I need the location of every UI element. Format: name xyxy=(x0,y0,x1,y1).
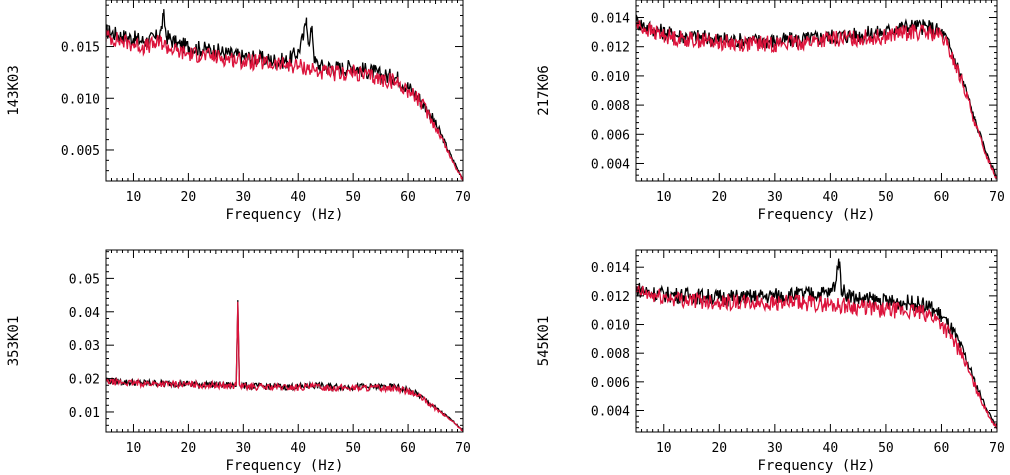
x-axis-label: Frequency (Hz) xyxy=(757,458,875,474)
y-tick-label: 0.004 xyxy=(591,157,630,172)
y-tick-label: 0.010 xyxy=(61,92,100,107)
x-tick-label: 70 xyxy=(455,190,471,205)
plot-frame xyxy=(105,249,464,433)
x-tick-label: 10 xyxy=(126,441,142,456)
y-axis-label: 545K01 xyxy=(536,316,552,367)
panel-143k03: 10 20 30 40 50 60 70 0.005 0.010 0.015 Frequency (… xyxy=(6,0,471,223)
y-tick-label: 0.004 xyxy=(591,405,630,420)
y-tick-label: 0.006 xyxy=(591,128,630,143)
y-tick-label: 0.01 xyxy=(69,406,100,421)
x-tick-label: 50 xyxy=(878,190,894,205)
series-line-red xyxy=(636,285,997,430)
series-line-red xyxy=(106,301,463,432)
x-tick-label: 10 xyxy=(656,190,672,205)
panel-217k06: 10 20 30 40 50 60 70 0.004 0.006 0.008 0.010 0.012 0… xyxy=(536,0,1005,223)
y-tick-label: 0.012 xyxy=(591,290,630,305)
x-tick-label: 30 xyxy=(235,441,251,456)
x-tick-label: 40 xyxy=(823,190,839,205)
x-tick-label: 40 xyxy=(823,441,839,456)
x-tick-label: 20 xyxy=(711,441,727,456)
y-tick-label: 0.008 xyxy=(591,347,630,362)
y-tick-label: 0.010 xyxy=(591,70,630,85)
plot-frame xyxy=(105,0,464,182)
series-line-red xyxy=(636,20,997,180)
y-axis-label: 353K01 xyxy=(6,316,22,367)
y-tick-label: 0.014 xyxy=(591,12,630,27)
y-tick-label: 0.012 xyxy=(591,41,630,56)
x-tick-label: 20 xyxy=(181,441,197,456)
x-axis-label: Frequency (Hz) xyxy=(225,458,343,474)
x-tick-label: 70 xyxy=(989,190,1005,205)
y-tick-label: 0.04 xyxy=(69,306,100,321)
x-tick-label: 50 xyxy=(345,190,361,205)
y-tick-label: 0.05 xyxy=(69,272,100,287)
y-tick-label: 0.005 xyxy=(61,144,100,159)
x-tick-label: 60 xyxy=(400,190,416,205)
y-axis-label: 217K06 xyxy=(536,65,552,116)
y-tick-label: 0.006 xyxy=(591,376,630,391)
panel-353k01: 10 20 30 40 50 60 70 0.01 0.02 0.03 0.04 0.05 Freque… xyxy=(6,249,471,474)
panel-545k01: 10 20 30 40 50 60 70 0.004 0.006 0.008 0.010 0.012 0… xyxy=(536,249,1005,474)
x-tick-label: 60 xyxy=(400,441,416,456)
x-tick-label: 40 xyxy=(290,190,306,205)
x-tick-label: 20 xyxy=(181,190,197,205)
series-line-black xyxy=(106,9,463,180)
x-tick-label: 10 xyxy=(126,190,142,205)
y-tick-label: 0.014 xyxy=(591,261,630,276)
x-tick-label: 60 xyxy=(934,190,950,205)
x-tick-label: 50 xyxy=(345,441,361,456)
x-tick-label: 50 xyxy=(878,441,894,456)
plot-frame xyxy=(635,0,998,182)
x-tick-label: 60 xyxy=(934,441,950,456)
x-tick-label: 40 xyxy=(290,441,306,456)
x-tick-label: 20 xyxy=(711,190,727,205)
x-tick-label: 70 xyxy=(455,441,471,456)
y-tick-label: 0.008 xyxy=(591,99,630,114)
x-tick-label: 30 xyxy=(767,441,783,456)
series-line-red xyxy=(106,29,463,181)
x-axis-label: Frequency (Hz) xyxy=(757,207,875,223)
series-line-black xyxy=(106,300,463,431)
x-tick-label: 30 xyxy=(767,190,783,205)
x-tick-label: 70 xyxy=(989,441,1005,456)
x-tick-label: 10 xyxy=(656,441,672,456)
plot-frame xyxy=(635,249,998,433)
x-tick-label: 30 xyxy=(235,190,251,205)
y-tick-label: 0.03 xyxy=(69,339,100,354)
y-tick-label: 0.02 xyxy=(69,373,100,388)
series-line-black xyxy=(636,258,997,428)
y-tick-label: 0.010 xyxy=(591,319,630,334)
y-axis-label: 143K03 xyxy=(6,65,22,116)
x-axis-label: Frequency (Hz) xyxy=(225,207,343,223)
y-tick-label: 0.015 xyxy=(61,41,100,56)
